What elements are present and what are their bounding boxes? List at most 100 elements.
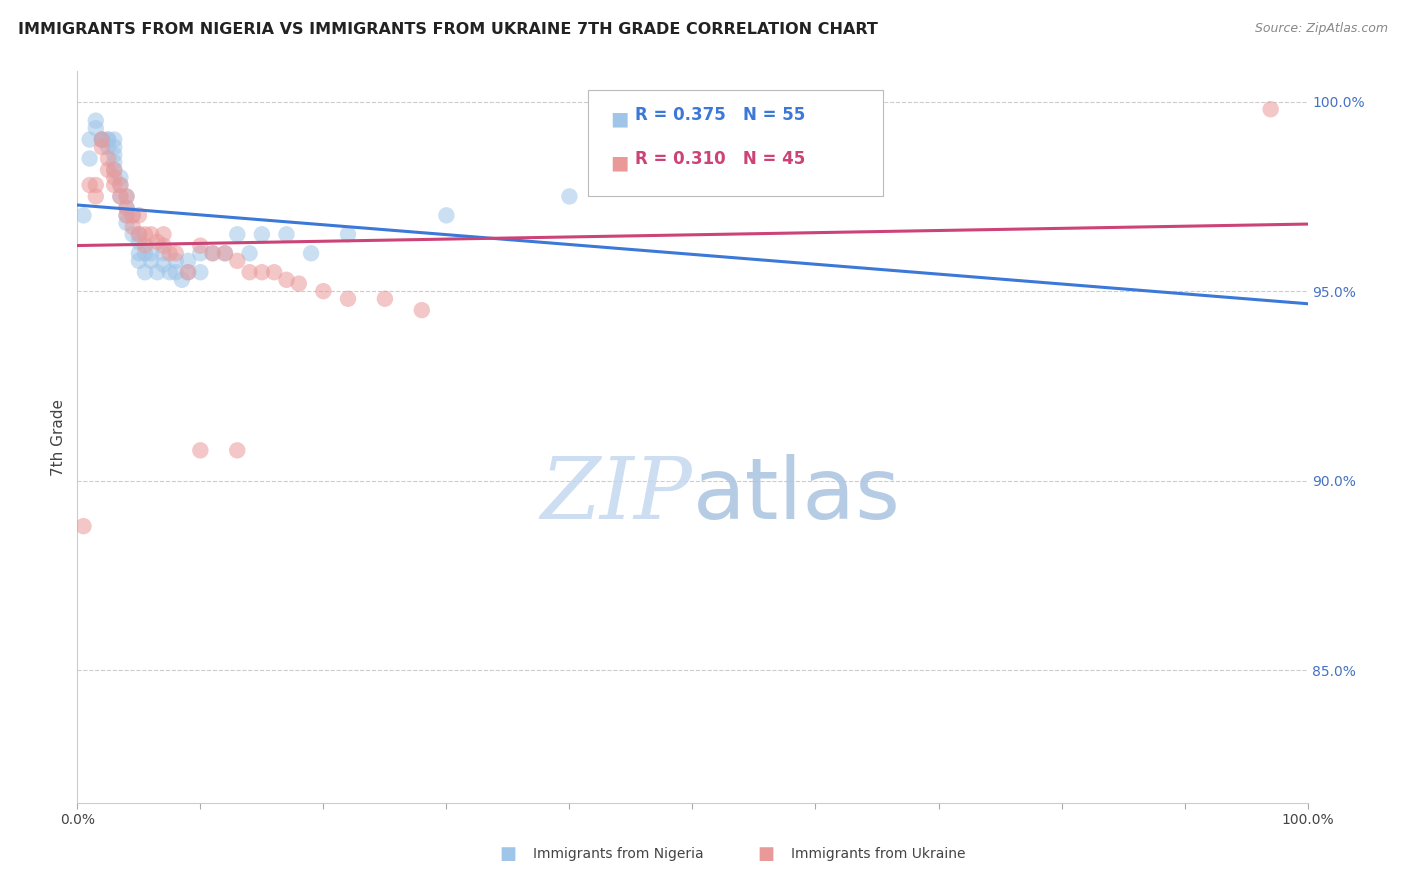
Point [436,208,458,222]
Point [159,265,181,279]
Text: R = 0.310   N = 45: R = 0.310 N = 45 [634,151,804,169]
Point [170,273,193,287]
Point [121,208,143,222]
Point [103,140,125,154]
Point [188,246,212,260]
Point [79,152,101,166]
Point [121,227,143,242]
Point [250,227,273,242]
Point [128,246,150,260]
Text: ■: ■ [758,845,775,863]
Point [128,227,150,242]
Point [97,132,120,146]
Point [288,277,311,291]
Point [103,178,125,192]
Point [299,246,322,260]
Point [214,246,236,260]
Point [110,170,132,185]
Point [115,208,138,222]
Point [103,162,125,177]
Point [84,178,107,192]
Point [90,140,114,154]
Point [152,258,174,272]
Point [250,265,273,279]
Point [84,113,107,128]
Point [110,189,132,203]
FancyBboxPatch shape [588,90,883,195]
Text: Immigrants from Ukraine: Immigrants from Ukraine [792,847,966,861]
Point [165,265,187,279]
Point [337,227,360,242]
Point [152,227,174,242]
Point [146,265,169,279]
Point [312,284,335,298]
Point [188,238,212,252]
Point [110,178,132,192]
Point [146,235,169,249]
Point [239,246,262,260]
Point [103,162,125,177]
Point [115,189,138,203]
Point [115,208,138,222]
Point [1260,102,1282,116]
Point [337,292,360,306]
Point [134,238,156,252]
Point [177,253,200,268]
Point [121,219,143,234]
Text: IMMIGRANTS FROM NIGERIA VS IMMIGRANTS FROM UKRAINE 7TH GRADE CORRELATION CHART: IMMIGRANTS FROM NIGERIA VS IMMIGRANTS FR… [18,22,879,37]
Point [134,227,156,242]
Point [128,227,150,242]
Point [558,189,581,203]
Point [159,246,181,260]
Point [110,189,132,203]
Point [97,162,120,177]
Point [128,208,150,222]
Point [188,265,212,279]
Point [103,155,125,169]
Point [141,253,163,268]
Point [201,246,224,260]
Point [79,132,101,146]
Point [90,132,114,146]
Point [97,152,120,166]
Point [84,121,107,136]
Point [276,273,298,287]
Point [103,170,125,185]
Point [134,246,156,260]
Point [72,519,94,533]
Point [90,132,114,146]
Text: R = 0.375   N = 55: R = 0.375 N = 55 [634,106,804,125]
Point [128,253,150,268]
Point [72,208,94,222]
Text: ■: ■ [499,845,516,863]
Point [411,303,433,318]
Text: ZIP: ZIP [540,454,693,537]
Point [188,443,212,458]
Text: ■: ■ [610,153,628,172]
Point [115,189,138,203]
Point [214,246,236,260]
Point [90,132,114,146]
Point [97,140,120,154]
Point [682,152,704,166]
Point [201,246,224,260]
Y-axis label: 7th Grade: 7th Grade [51,399,66,475]
Point [134,265,156,279]
Point [103,132,125,146]
Point [263,265,285,279]
Text: atlas: atlas [693,454,900,537]
Point [90,132,114,146]
Point [374,292,396,306]
Point [115,201,138,215]
Point [177,265,200,279]
Point [276,227,298,242]
Point [121,208,143,222]
Point [128,235,150,249]
Point [79,178,101,192]
Point [165,246,187,260]
Text: Immigrants from Nigeria: Immigrants from Nigeria [533,847,703,861]
Text: Source: ZipAtlas.com: Source: ZipAtlas.com [1254,22,1388,36]
Point [226,443,249,458]
Point [226,253,249,268]
Point [115,201,138,215]
